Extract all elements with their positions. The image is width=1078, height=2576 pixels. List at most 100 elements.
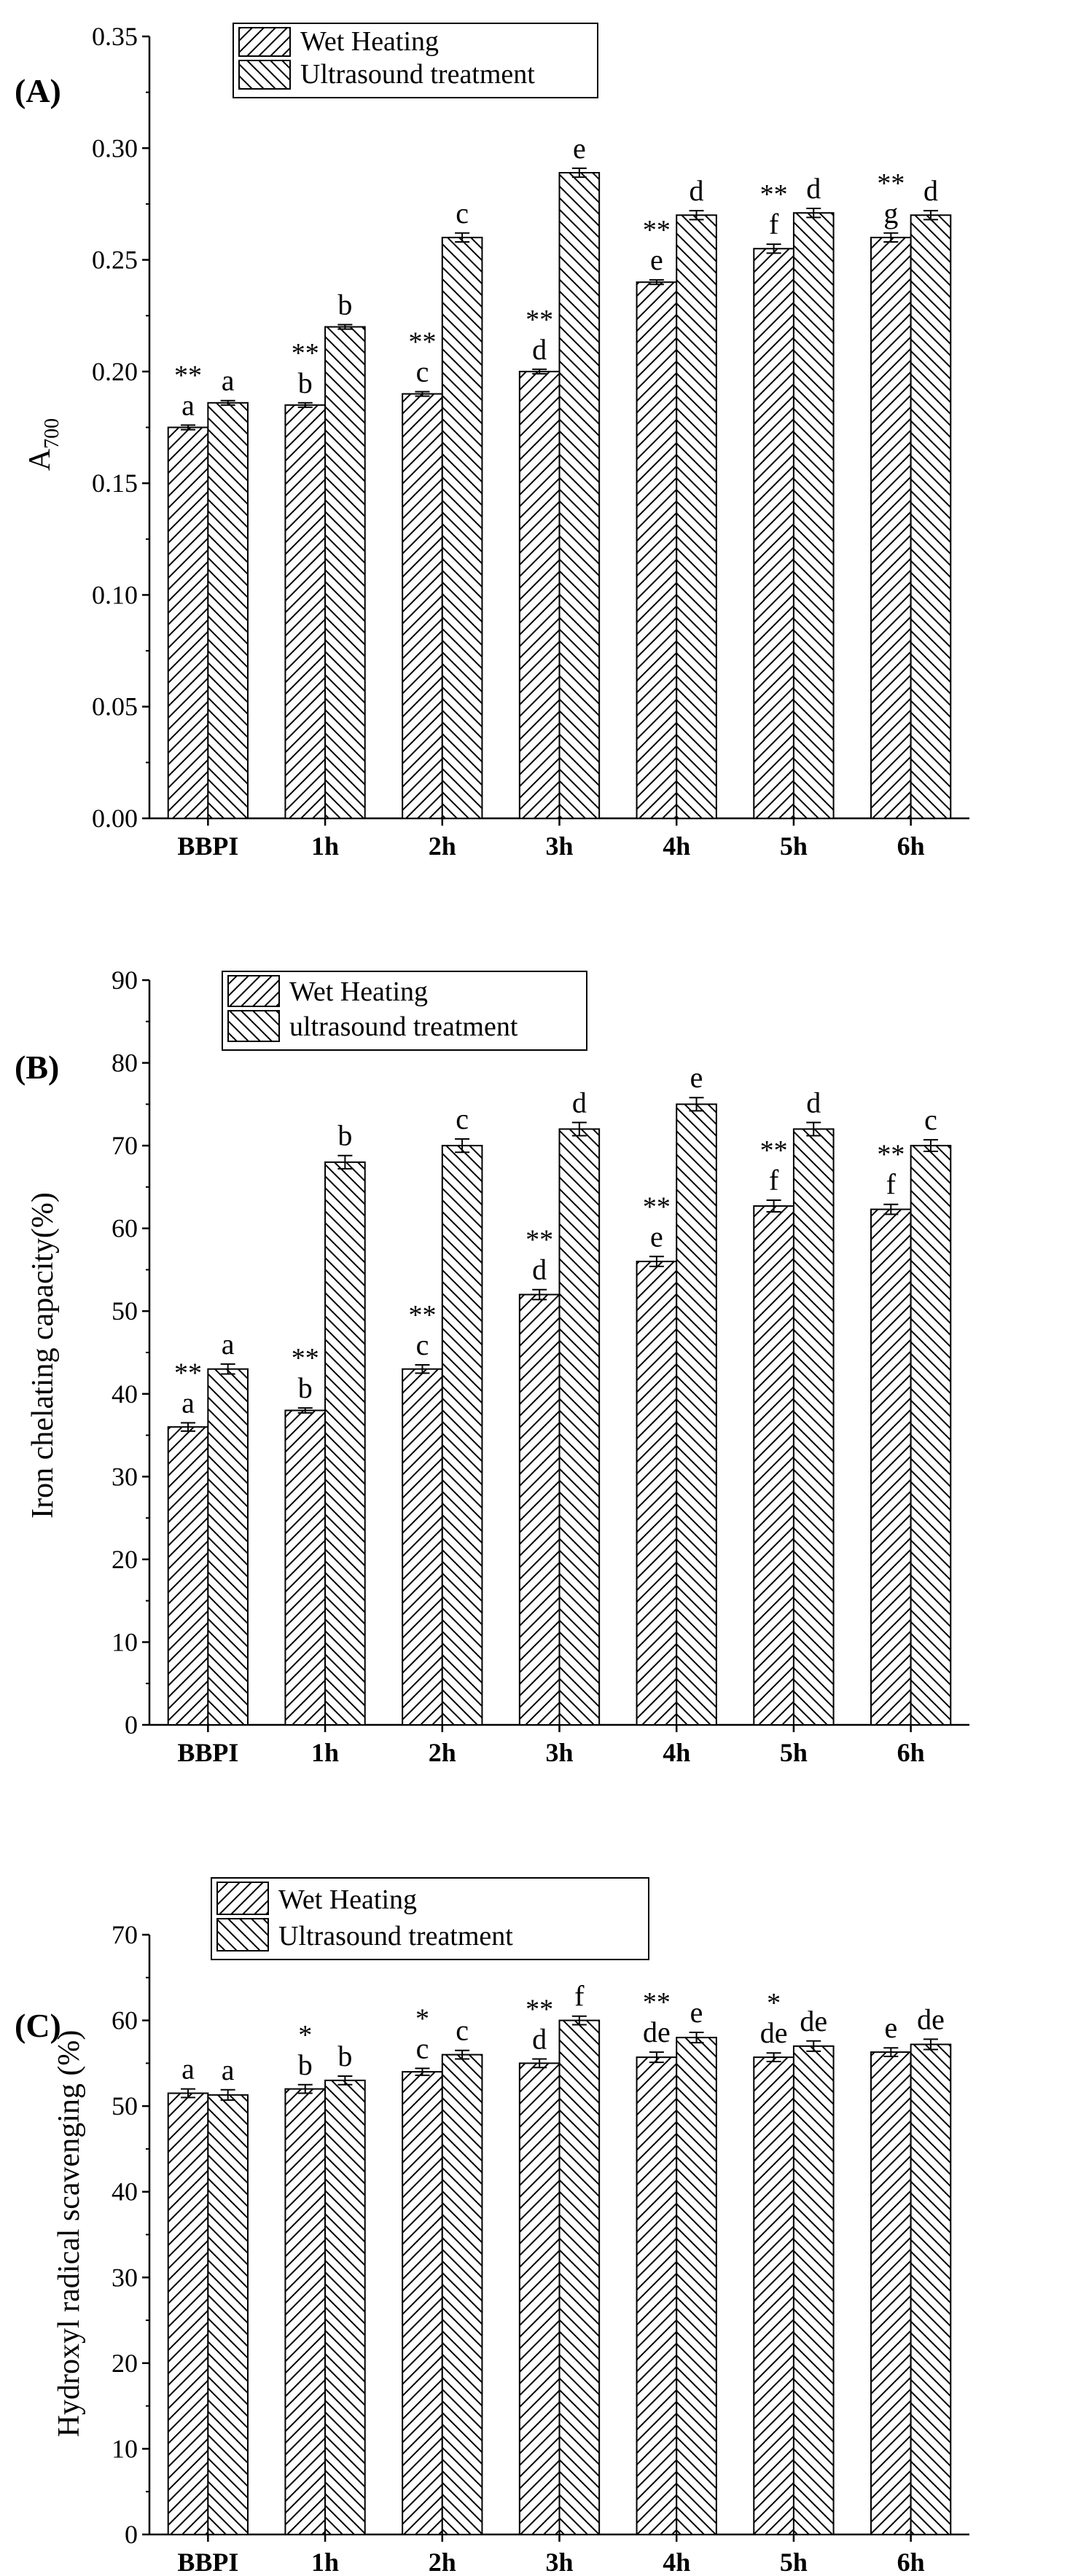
y-tick-label: 20 (112, 2349, 138, 2378)
significance-stars: ** (760, 1135, 788, 1166)
bar-wet-heating (636, 281, 678, 819)
legend-box (222, 971, 587, 1051)
significance-letter: b (298, 2048, 313, 2081)
significance-stars: ** (760, 179, 788, 210)
significance-letter: d (572, 1086, 587, 1119)
significance-letter: f (769, 1164, 779, 1197)
bar-ultrasound (207, 402, 249, 819)
y-tick-label: 70 (112, 1131, 138, 1160)
significance-stars: ** (526, 1225, 553, 1256)
bar-wet-heating (518, 2062, 561, 2536)
panel-label: (C) (15, 2007, 61, 2044)
y-tick-label: 70 (112, 1920, 138, 1949)
bar-wet-heating (870, 236, 912, 819)
significance-stars: ** (643, 1987, 671, 2018)
y-tick-label: 50 (112, 2091, 138, 2121)
y-tick-label: 40 (112, 1379, 138, 1409)
significance-stars: * (298, 2020, 312, 2051)
bar-ultrasound (676, 2037, 717, 2535)
significance-letter: e (690, 1061, 703, 1094)
bar-wet-heating (636, 2056, 678, 2536)
legend-label: Ultrasound treatment (278, 1921, 513, 1951)
significance-letter: b (298, 367, 313, 399)
bar-ultrasound (441, 2054, 483, 2536)
significance-letter: f (574, 1980, 585, 2013)
x-tick-label: 5h (780, 2548, 808, 2576)
significance-letter: b (337, 288, 352, 321)
x-tick-label: 2h (429, 831, 456, 861)
bar-ultrasound (324, 326, 366, 819)
y-tick-label: 10 (112, 2434, 138, 2463)
significance-letter: c (456, 2014, 469, 2047)
significance-letter: c (416, 1328, 429, 1361)
x-tick-label: 6h (897, 831, 925, 861)
chart-b: 0102030405060708090BBPIa**a1hb**b2hc**c3… (15, 966, 969, 1767)
bar-ultrasound (792, 2045, 835, 2535)
bar-wet-heating (402, 2071, 443, 2535)
bar-ultrasound (324, 2079, 366, 2535)
bar-wet-heating (402, 393, 443, 819)
significance-letter: a (222, 2054, 235, 2086)
x-tick-label: 6h (897, 1738, 925, 1767)
significance-letter: e (573, 132, 586, 165)
significance-letter: c (456, 197, 469, 230)
y-axis-title-subscript: 700 (41, 418, 63, 449)
x-tick-label: 2h (429, 2548, 456, 2576)
bar-ultrasound (207, 2094, 249, 2536)
bar-ultrasound (441, 1145, 483, 1726)
y-tick-label: 90 (112, 966, 138, 995)
significance-letter: de (800, 2005, 827, 2037)
bar-wet-heating (870, 1208, 912, 1726)
legend-label: ultrasound treatment (289, 1011, 518, 1042)
significance-letter: g (883, 197, 898, 230)
bar-ultrasound (324, 1161, 366, 1726)
bar-ultrasound (558, 1128, 601, 1726)
bar-wet-heating (753, 248, 794, 819)
panel-label: (B) (15, 1049, 59, 1086)
significance-letter: f (769, 208, 779, 240)
x-tick-label: 3h (545, 831, 573, 861)
significance-letter: a (222, 1328, 235, 1361)
y-tick-label: 0.15 (92, 469, 138, 498)
bar-wet-heating (167, 426, 209, 819)
bar-wet-heating (870, 2051, 912, 2535)
bar-wet-heating (284, 1409, 327, 1726)
significance-letter: d (806, 172, 821, 205)
significance-stars: ** (526, 305, 553, 335)
bar-wet-heating (753, 1205, 794, 1726)
legend-label: Wet Heating (289, 976, 428, 1007)
x-tick-label: 2h (429, 1738, 456, 1767)
legend-swatch-wet-heating (227, 975, 280, 1007)
bar-ultrasound (910, 2043, 952, 2535)
significance-stars: ** (877, 1140, 905, 1170)
significance-letter: e (650, 243, 663, 276)
bar-ultrasound (792, 1128, 835, 1726)
x-tick-label: 3h (545, 2548, 573, 2576)
significance-letter: d (532, 333, 547, 366)
y-tick-label: 30 (112, 1462, 138, 1491)
y-tick-label: 30 (112, 2263, 138, 2292)
significance-letter: b (298, 1371, 313, 1404)
significance-letter: d (532, 2022, 547, 2055)
bar-ultrasound (558, 172, 601, 820)
legend-swatch-ultrasound (216, 1918, 269, 1951)
y-tick-label: 40 (112, 2177, 138, 2207)
significance-stars: ** (174, 360, 202, 391)
bar-ultrasound (676, 214, 717, 819)
x-tick-label: 1h (311, 1738, 339, 1767)
significance-letter: a (181, 388, 195, 421)
bar-wet-heating (518, 1293, 561, 1726)
y-tick-label: 80 (112, 1049, 138, 1078)
significance-stars: ** (292, 338, 319, 369)
legend-box (233, 23, 598, 98)
significance-letter: a (181, 1387, 195, 1420)
significance-letter: e (650, 1220, 663, 1253)
y-tick-label: 10 (112, 1627, 138, 1656)
y-tick-label: 0.05 (92, 692, 138, 721)
significance-stars: * (767, 1988, 781, 2019)
